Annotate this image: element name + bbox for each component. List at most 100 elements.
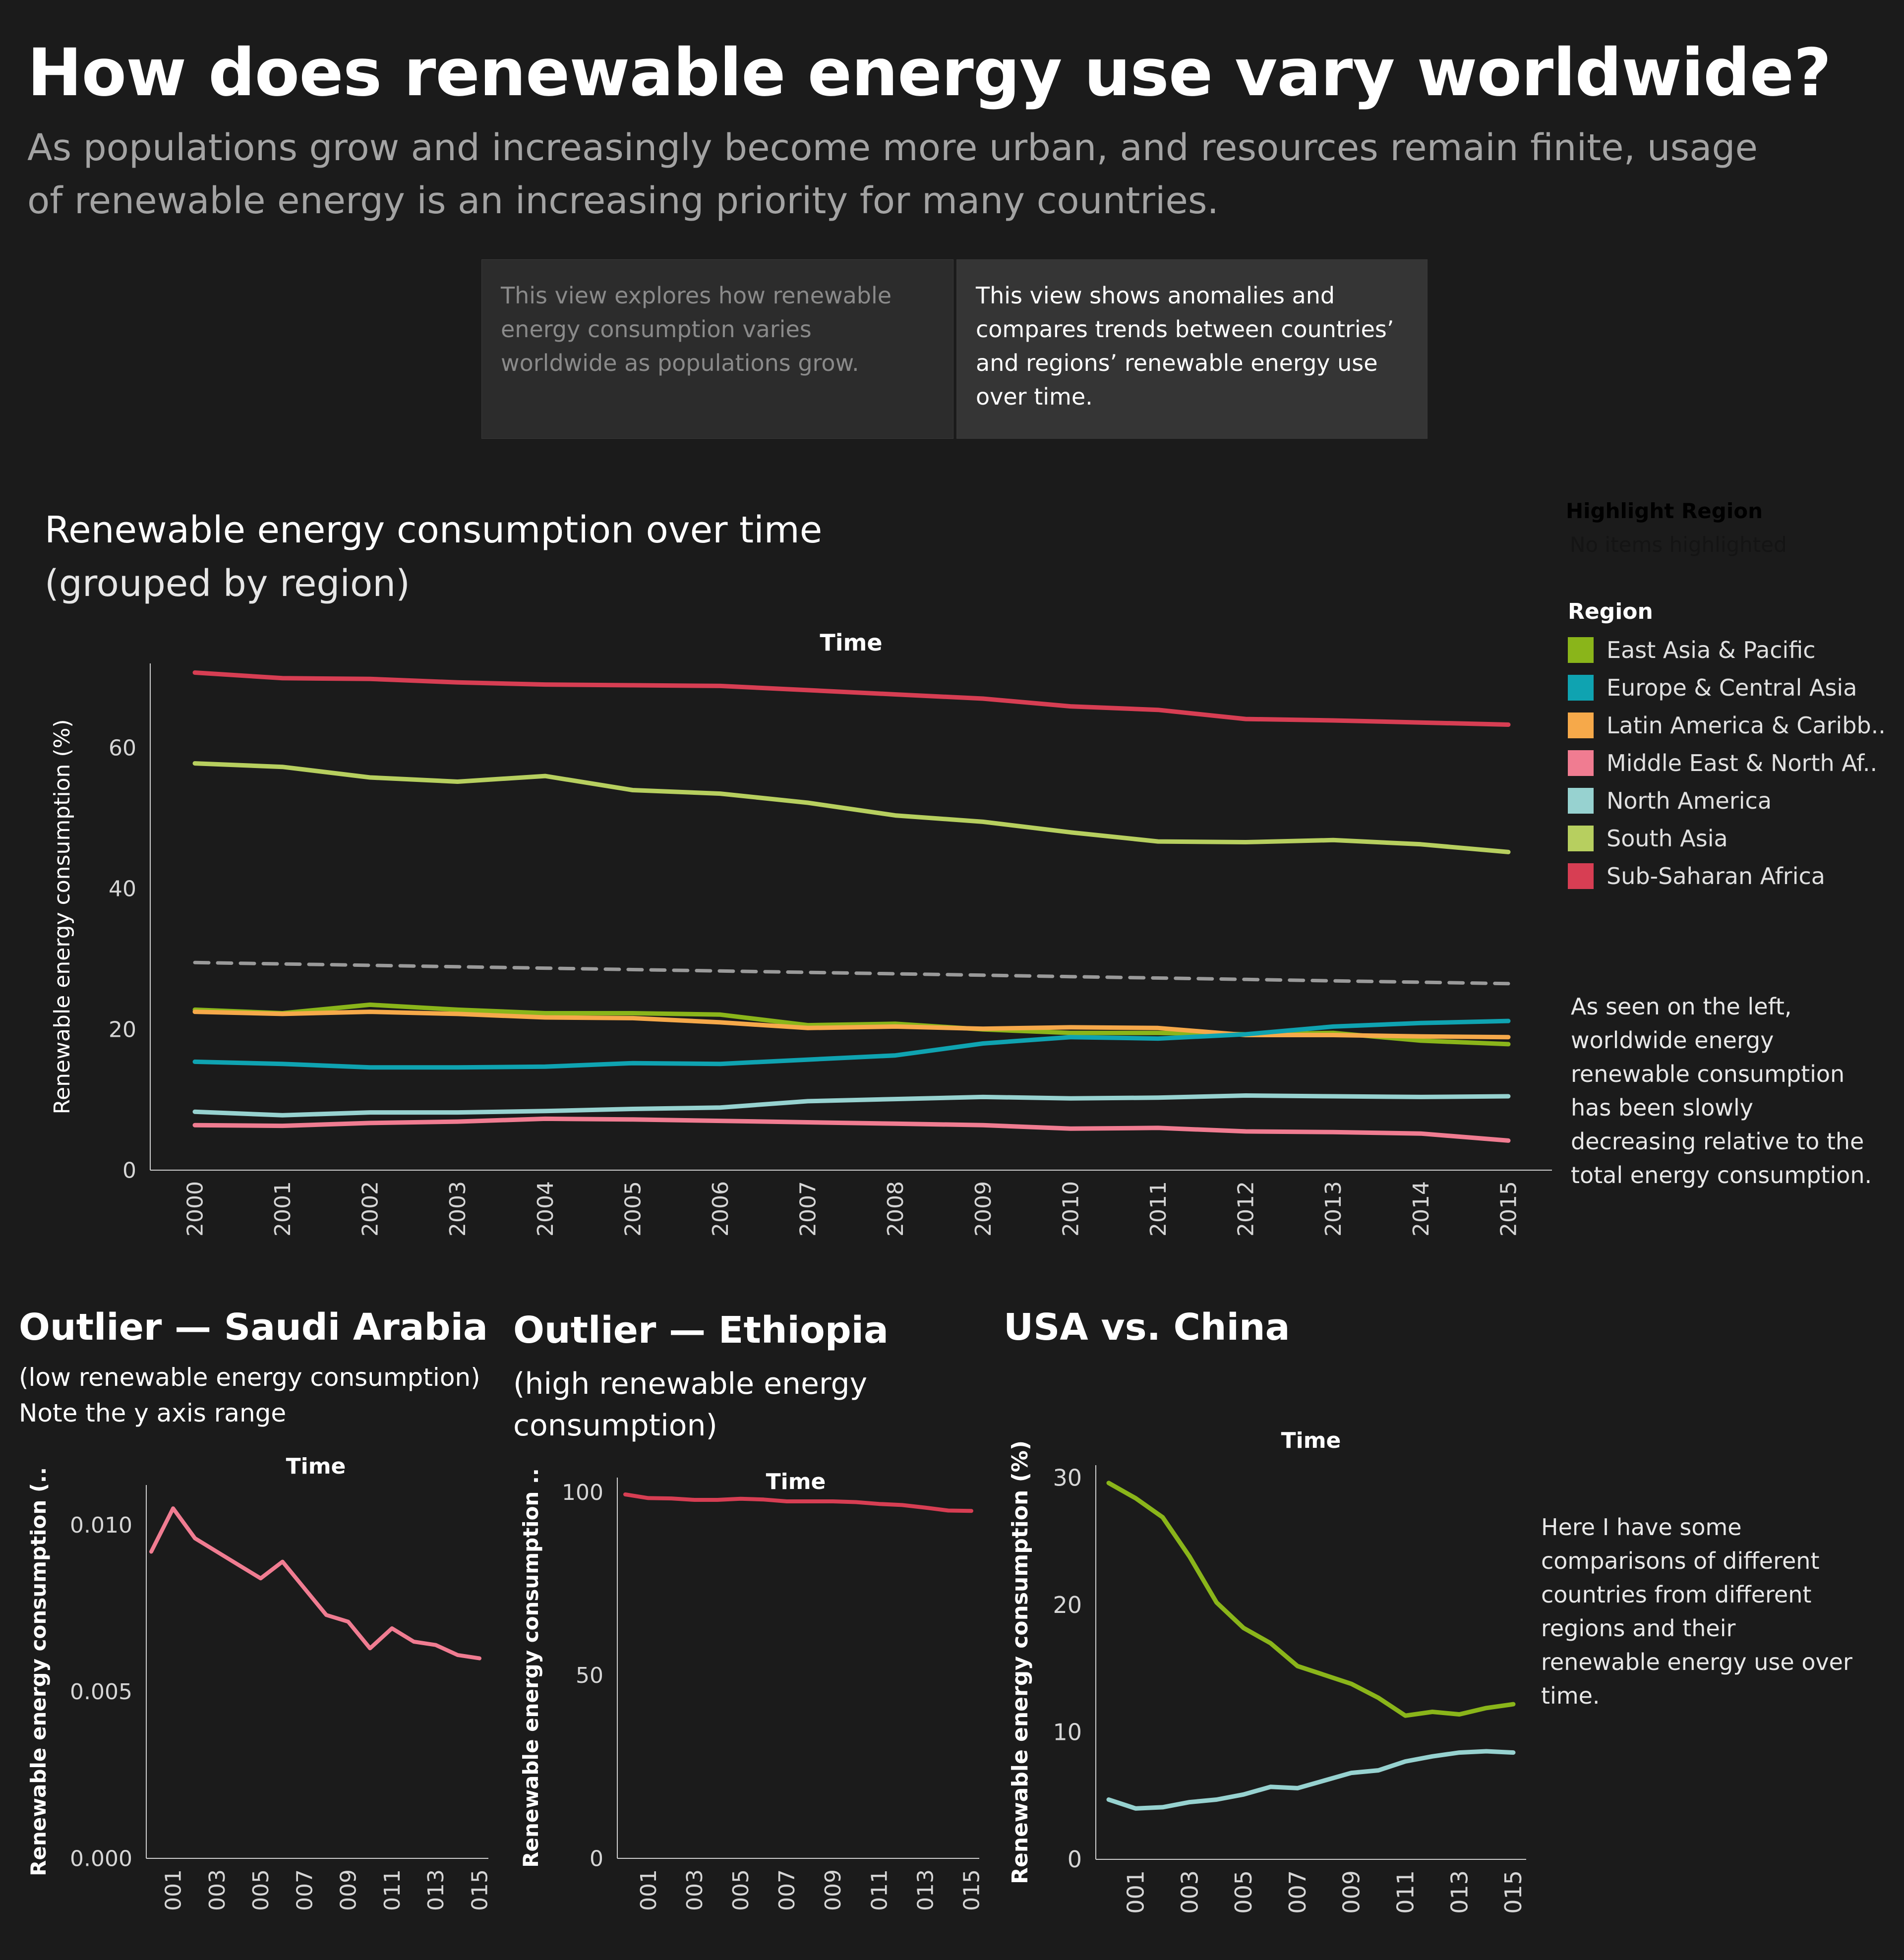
legend-item[interactable]: Middle East & North Af.. (1568, 744, 1886, 782)
legend-label: Middle East & North Af.. (1606, 750, 1878, 776)
x-tick-label: 007 (292, 1869, 317, 1911)
x-tick-label: 2013 (1321, 1181, 1346, 1237)
series-line-north-america[interactable] (192, 1093, 1511, 1118)
chart-axis-title: Time (286, 1454, 346, 1479)
series-line-sub-saharan-africa[interactable] (192, 670, 1511, 727)
main-chart-note: As seen on the left, worldwide energy re… (1571, 993, 1872, 1188)
x-tick-label: 009 (1338, 1870, 1365, 1914)
x-tick-label: 009 (336, 1869, 361, 1911)
x-tick-label: 013 (913, 1869, 938, 1911)
legend-item[interactable]: North America (1568, 782, 1886, 820)
x-tick-label: 007 (1284, 1870, 1311, 1914)
legend-swatch (1568, 713, 1594, 738)
y-tick-label: 0 (1068, 1846, 1082, 1873)
legend-label: South Asia (1606, 825, 1728, 852)
nav-button-explore-view[interactable]: This view explores how renewable energy … (481, 259, 953, 439)
series-line-world[interactable] (193, 960, 1510, 986)
saudi-line-chart[interactable]: Time Renewable energy consumption (.. 0.00… (0, 1438, 496, 1960)
chart-axis-title: Time (766, 1469, 826, 1494)
x-tick-label: 001 (636, 1869, 661, 1911)
highlight-region-value[interactable]: No items highlighted (1570, 533, 1787, 557)
page-subtitle: As populations grow and increasingly bec… (27, 126, 1758, 222)
series-line-ethiopia[interactable] (623, 1492, 973, 1513)
legend-item[interactable]: Latin America & Caribb.. (1568, 707, 1886, 744)
x-tick-label: 003 (682, 1869, 708, 1911)
legend-swatch (1568, 826, 1594, 851)
y-tick-label: 20 (109, 1017, 136, 1043)
legend-item[interactable]: East Asia & Pacific (1568, 631, 1886, 669)
y-tick-label: 10 (1053, 1719, 1082, 1746)
series-line-south-asia[interactable] (192, 761, 1511, 854)
y-tick-label: 40 (109, 877, 136, 902)
x-tick-label: 003 (205, 1869, 230, 1911)
x-tick-label: 2001 (270, 1181, 296, 1237)
series-line-saudi-arabia[interactable] (149, 1506, 481, 1661)
y-tick-label: 100 (562, 1480, 603, 1505)
x-tick-label: 2004 (533, 1181, 558, 1237)
series-line-united-states[interactable] (1106, 1749, 1516, 1811)
y-tick-label: 20 (1053, 1592, 1082, 1618)
legend-swatch (1568, 637, 1594, 663)
x-tick-label: 2003 (445, 1181, 471, 1237)
x-tick-label: 2007 (796, 1181, 821, 1237)
legend-swatch (1568, 788, 1594, 814)
y-tick-label: 60 (109, 736, 136, 761)
x-tick-label: 2000 (182, 1181, 208, 1237)
ethiopia-subtitle-1: (high renewable energy (513, 1366, 868, 1401)
ethiopia-line-chart[interactable]: Time Renewable energy consumption .. 0 50 10… (496, 1438, 992, 1960)
saudi-note: Note the y axis range (19, 1399, 287, 1427)
x-tick-label: 011 (380, 1869, 405, 1911)
ethiopia-title: Outlier — Ethiopia (513, 1309, 889, 1352)
chart-axis-title: Time (820, 629, 882, 656)
x-tick-label: 2015 (1496, 1181, 1521, 1237)
legend-swatch (1568, 750, 1594, 776)
legend-item[interactable]: South Asia (1568, 820, 1886, 857)
legend-item[interactable]: Europe & Central Asia (1568, 669, 1886, 707)
y-tick-label: 0.000 (70, 1846, 132, 1871)
x-tick-label: 013 (1446, 1870, 1473, 1914)
x-tick-label: 2012 (1234, 1181, 1259, 1237)
series-line-europe-central-asia[interactable] (192, 1018, 1511, 1070)
x-tick-label: 011 (1392, 1870, 1419, 1914)
usa-china-line-chart[interactable]: Time Renewable energy consumption (%) 0 10 2… (992, 1418, 1547, 1960)
legend-item[interactable]: Sub-Saharan Africa (1568, 857, 1886, 895)
main-line-chart[interactable]: Time Renewable energy consumption (%) 0 20 4… (0, 620, 1557, 1264)
region-legend: Region East Asia & Pacific Europe & Centr… (1568, 599, 1886, 895)
x-tick-label: 2014 (1409, 1181, 1434, 1237)
x-tick-label: 2008 (883, 1181, 908, 1237)
main-chart-subtitle: (grouped by region) (45, 562, 411, 605)
y-axis-label: Renewable energy consumption (%) (50, 719, 75, 1114)
series-line-middle-east-north-africa[interactable] (192, 1116, 1511, 1143)
x-tick-label: 005 (728, 1869, 754, 1911)
legend-swatch (1568, 675, 1594, 701)
main-chart-title: Renewable energy consumption over time (45, 509, 823, 551)
y-tick-label: 30 (1053, 1465, 1082, 1491)
legend-label: East Asia & Pacific (1606, 637, 1816, 663)
usa-china-note: Here I have some comparisons of differen… (1541, 1514, 1852, 1709)
legend-label: North America (1606, 787, 1772, 814)
x-tick-label: 2006 (708, 1181, 733, 1237)
legend-label: Europe & Central Asia (1606, 674, 1857, 701)
series-line-china[interactable] (1106, 1481, 1516, 1718)
saudi-title: Outlier — Saudi Arabia (19, 1306, 488, 1349)
nav-button-anomalies-view[interactable]: This view shows anomalies and compares t… (956, 259, 1428, 439)
x-tick-label: 2010 (1058, 1181, 1083, 1237)
y-tick-label: 0 (122, 1158, 136, 1183)
x-tick-label: 2011 (1146, 1181, 1171, 1237)
x-tick-label: 013 (423, 1869, 449, 1911)
ethiopia-subtitle-2: consumption) (513, 1408, 717, 1443)
x-tick-label: 2009 (971, 1181, 996, 1237)
legend-label: Sub-Saharan Africa (1606, 863, 1825, 890)
legend-swatch (1568, 863, 1594, 889)
x-tick-label: 005 (1230, 1870, 1257, 1914)
x-tick-label: 001 (161, 1869, 186, 1911)
x-tick-label: 011 (867, 1869, 892, 1911)
y-tick-label: 0.010 (70, 1513, 132, 1538)
legend-label: Latin America & Caribb.. (1606, 712, 1886, 739)
x-tick-label: 015 (959, 1869, 984, 1911)
page-title: How does renewable energy use vary world… (27, 35, 1832, 111)
usa-china-title: USA vs. China (1004, 1306, 1290, 1349)
series-line-latin-america-caribbean[interactable] (192, 1010, 1511, 1040)
x-tick-label: 007 (774, 1869, 800, 1911)
x-tick-label: 2002 (358, 1181, 383, 1237)
